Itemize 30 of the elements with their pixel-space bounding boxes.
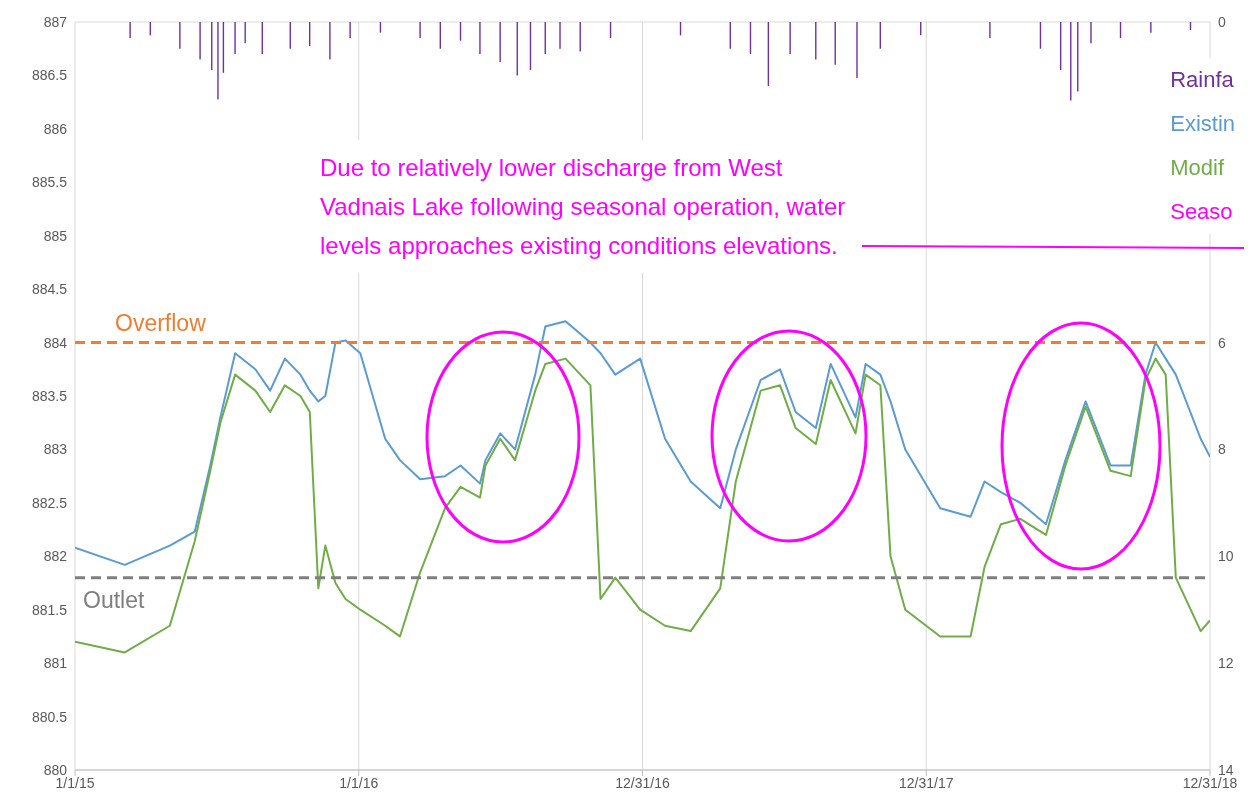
annotation: Due to relatively lower discharge from West Vadnais Lake following seasonal operation, water levels approaches existing conditions elevations. xyxy=(310,140,862,273)
y-tick-label: 885 xyxy=(43,227,68,244)
annotation: Seaso xyxy=(1170,198,1234,226)
y-tick-label: 886.5 xyxy=(31,67,68,84)
ref-line-label: Outlet xyxy=(83,586,145,613)
x-tick-label: 12/31/17 xyxy=(899,774,954,791)
y2-tick-label: 12 xyxy=(1218,655,1234,672)
text: Existin xyxy=(1170,110,1235,138)
y-tick-label: 886 xyxy=(43,120,68,137)
line-series xyxy=(75,357,1210,654)
y-tick-label: 884 xyxy=(43,334,68,351)
y-tick-label: 880.5 xyxy=(31,708,68,725)
x-tick-label: 12/31/16 xyxy=(615,774,670,791)
y-tick-label: 883.5 xyxy=(31,387,68,404)
x-tick-label: 1/1/16 xyxy=(339,774,379,791)
y-tick-label: 881.5 xyxy=(31,601,68,618)
y-tick-label: 881 xyxy=(43,655,68,672)
y2-tick-label: 10 xyxy=(1218,548,1234,565)
text: Modif xyxy=(1170,154,1225,182)
y2-tick-label: 0 xyxy=(1218,13,1226,30)
y-tick-label: 887 xyxy=(43,13,68,30)
y-tick-label: 882 xyxy=(43,548,68,565)
y-tick-label: 883 xyxy=(43,441,68,458)
y-tick-label: 882.5 xyxy=(31,494,68,511)
y2-tick-label: 6 xyxy=(1218,334,1226,351)
y-tick-label: 885.5 xyxy=(31,174,68,191)
y2-tick-label: 8 xyxy=(1218,441,1226,458)
y-tick-label: 884.5 xyxy=(31,281,68,298)
series-label: Rainfa xyxy=(1170,66,1235,94)
ref-line-label: Overflow xyxy=(115,309,207,336)
